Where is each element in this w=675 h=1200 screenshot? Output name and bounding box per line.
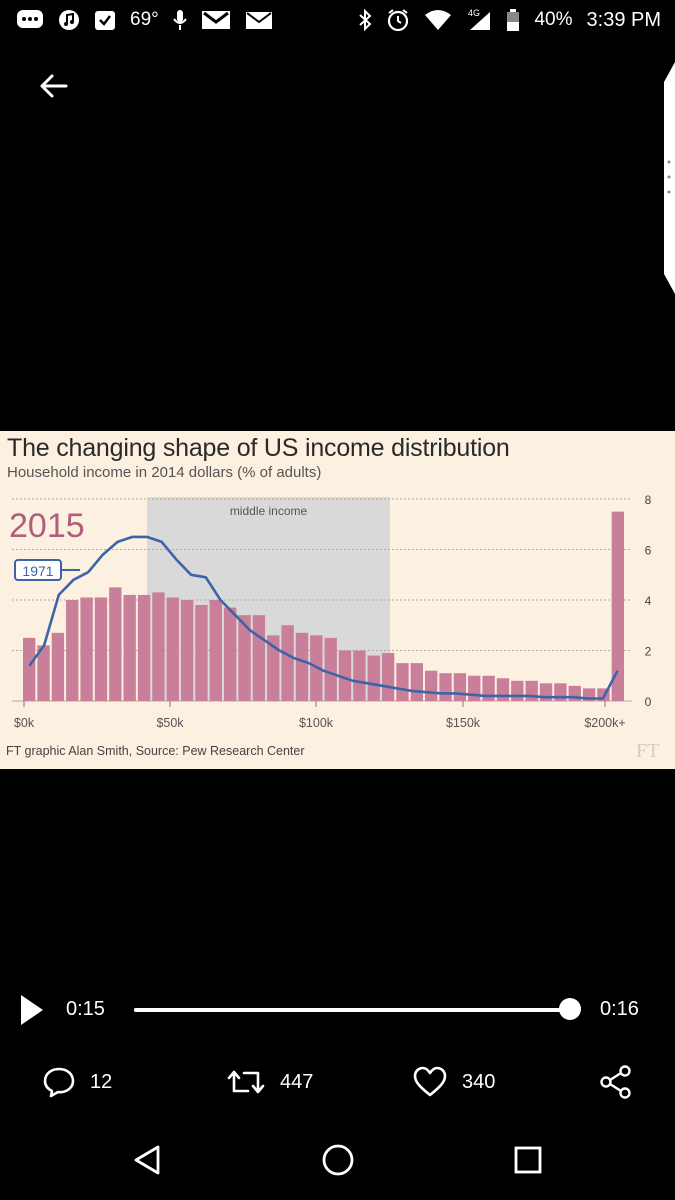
retweet-count: 447	[280, 1070, 314, 1093]
microphone-icon	[172, 9, 187, 31]
bar-2015	[611, 511, 624, 701]
share-icon	[600, 1065, 631, 1099]
y-tick-label: 8	[645, 493, 652, 507]
current-time: 0:15	[66, 998, 105, 1020]
nav-recents-icon	[514, 1146, 542, 1174]
wifi-icon	[424, 9, 452, 31]
bar-2015	[137, 594, 151, 701]
reply-icon	[43, 1067, 75, 1098]
video-media[interactable]: middle income 0 2 4 6 8 1971 2015 $0k $50k $100…	[0, 431, 675, 769]
calendar-check-icon	[94, 9, 116, 31]
music-notification-icon	[58, 9, 80, 31]
bar-2015	[51, 632, 65, 701]
bar-2015	[66, 600, 79, 701]
heart-icon	[413, 1066, 447, 1097]
income-distribution-chart: middle income 0 2 4 6 8 1971 2015 $0k $50k $100…	[9, 493, 659, 762]
y-tick-label: 0	[645, 695, 652, 709]
bar-2015	[367, 655, 380, 701]
nav-home-button[interactable]	[318, 1140, 358, 1180]
nav-home-icon	[322, 1144, 354, 1176]
bar-2015	[324, 637, 337, 701]
y-tick-label: 6	[645, 544, 652, 558]
bar-2015	[109, 587, 122, 701]
bar-2015	[152, 592, 165, 701]
bar-2015	[123, 594, 136, 701]
nav-back-button[interactable]	[128, 1140, 168, 1180]
like-count: 340	[462, 1070, 496, 1093]
bar-2015	[23, 637, 36, 701]
reply-button[interactable]: 12	[42, 1064, 112, 1100]
bar-2015	[410, 663, 423, 701]
seek-thumb[interactable]	[559, 998, 581, 1020]
chart-title: The changing shape of US income distribu…	[7, 434, 510, 462]
bar-2015	[252, 615, 266, 701]
clock: 3:39 PM	[586, 8, 661, 31]
bar-2015	[281, 625, 294, 701]
chart-source: FT graphic Alan Smith, Source: Pew Resea…	[6, 744, 305, 758]
back-arrow-icon	[40, 74, 68, 98]
bar-2015	[37, 645, 50, 701]
side-panel-handle[interactable]	[662, 62, 675, 294]
x-tick-label: $50k	[156, 716, 184, 730]
back-button[interactable]	[34, 66, 74, 106]
nav-recents-button[interactable]	[508, 1140, 548, 1180]
retweet-button[interactable]: 447	[226, 1064, 313, 1100]
bar-2015	[439, 673, 452, 701]
bar-2015	[511, 680, 524, 701]
seek-progress	[134, 1008, 562, 1012]
series-label-2015: 2015	[9, 507, 85, 545]
bar-2015	[353, 650, 366, 701]
x-tick-label: $200k+	[584, 716, 625, 730]
bar-2015	[209, 600, 222, 701]
bar-2015	[267, 635, 280, 701]
temperature-label: 69°	[130, 9, 159, 30]
bar-2015	[525, 680, 538, 701]
cellular-signal-icon: 4G	[466, 8, 492, 32]
share-button[interactable]	[598, 1064, 634, 1100]
total-time: 0:16	[600, 998, 639, 1020]
y-tick-label: 2	[645, 645, 652, 659]
network-type-label: 4G	[468, 8, 480, 18]
play-icon	[21, 995, 43, 1025]
reply-count: 12	[90, 1070, 113, 1093]
series-label-1971: 1971	[22, 563, 53, 579]
status-bar: 69° 4G 40% 3:39 PM	[0, 0, 675, 40]
bar-2015	[496, 678, 510, 701]
bar-2015	[94, 597, 108, 701]
alarm-icon	[386, 8, 410, 32]
bar-2015	[425, 670, 438, 701]
messages-notification-icon	[16, 9, 44, 31]
bluetooth-icon	[358, 8, 372, 32]
bar-2015	[238, 615, 251, 701]
y-tick-label: 4	[645, 594, 652, 608]
ft-logo: FT	[636, 740, 659, 762]
play-button[interactable]	[16, 990, 48, 1030]
x-tick-label: $100k	[299, 716, 334, 730]
band-label: middle income	[230, 504, 308, 518]
nav-back-icon	[134, 1145, 160, 1175]
bar-2015	[195, 605, 208, 701]
bar-2015	[381, 653, 395, 701]
bar-2015	[224, 607, 237, 701]
bar-2015	[468, 675, 481, 701]
line-1971	[28, 535, 619, 700]
bar-2015	[295, 632, 309, 701]
x-tick-label: $0k	[14, 716, 35, 730]
like-button[interactable]: 340	[412, 1064, 495, 1100]
bar-2015	[482, 675, 495, 701]
chart-subtitle: Household income in 2014 dollars (% of a…	[7, 464, 322, 481]
bar-2015	[180, 600, 194, 701]
battery-percentage: 40%	[534, 9, 573, 30]
bar-2015	[338, 650, 352, 701]
bar-2015	[80, 597, 93, 701]
retweet-icon	[227, 1070, 265, 1094]
email-icon	[245, 9, 273, 31]
x-tick-label: $150k	[446, 716, 481, 730]
bar-2015	[396, 663, 409, 701]
bar-2015	[166, 597, 179, 701]
gmail-icon	[201, 9, 231, 31]
bar-2015	[453, 673, 467, 701]
seek-bar[interactable]	[134, 1008, 570, 1012]
battery-icon	[506, 8, 520, 32]
